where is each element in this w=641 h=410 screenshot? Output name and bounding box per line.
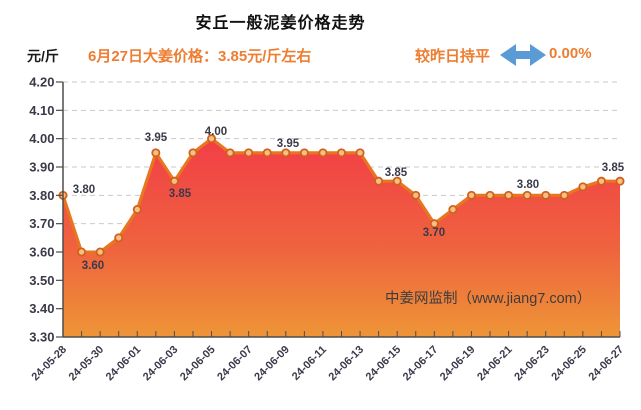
x-axis-label: 24-06-15 (364, 344, 404, 384)
watermark: 中姜网监制（www.jiang7.com） (385, 290, 591, 307)
x-axis-label: 24-06-05 (178, 344, 218, 384)
data-label: 3.85 (385, 167, 408, 179)
left-right-arrow-icon (500, 44, 546, 66)
data-label: 3.85 (169, 188, 192, 200)
y-axis-label: 4.20 (29, 75, 54, 90)
left-right-arrow-shape (500, 44, 546, 66)
x-axis-label: 24-06-07 (215, 344, 255, 384)
data-point-marker (559, 190, 569, 200)
x-axis-label: 24-06-13 (327, 344, 367, 384)
data-label: 3.85 (602, 162, 625, 174)
data-point-marker (355, 148, 365, 158)
data-point-marker (262, 148, 272, 158)
data-label: 3.95 (145, 132, 168, 144)
data-point-marker (299, 148, 309, 158)
data-point-marker (485, 190, 495, 200)
data-point-marker (132, 204, 142, 214)
x-axis-label: 24-06-17 (401, 344, 441, 384)
data-point-marker (374, 176, 384, 186)
data-point-marker (541, 190, 551, 200)
data-point-marker (188, 148, 198, 158)
y-axis-label: 4.00 (29, 131, 54, 146)
data-point-marker (504, 190, 514, 200)
y-axis-label: 3.90 (29, 160, 54, 175)
x-axis-label: 24-06-11 (290, 344, 329, 383)
data-point-marker (466, 190, 476, 200)
y-axis-unit-label: 元/斤 (27, 48, 59, 64)
data-point-marker (596, 176, 606, 186)
data-point-marker (429, 219, 439, 229)
data-label: 3.60 (82, 260, 104, 272)
x-axis-label: 24-05-30 (67, 344, 107, 384)
y-axis-label: 3.30 (29, 330, 54, 345)
data-label: 4.00 (205, 126, 227, 138)
x-axis-label: 24-06-21 (475, 344, 515, 384)
trend-label: 较昨日持平 (415, 48, 491, 65)
data-point-marker (77, 247, 87, 257)
data-label: 3.80 (73, 184, 95, 196)
x-axis-label: 24-06-19 (438, 344, 478, 384)
x-axis-label: 24-06-01 (104, 344, 144, 384)
y-axis-label: 3.80 (29, 188, 54, 203)
y-axis-label: 3.50 (29, 273, 54, 288)
x-axis-label: 24-05-28 (29, 344, 69, 384)
y-axis-label: 3.40 (29, 301, 54, 316)
data-point-marker (169, 176, 179, 186)
data-point-marker (318, 148, 328, 158)
data-point-marker (95, 247, 105, 257)
page-title: 安丘一般泥姜价格走势 (195, 15, 366, 32)
data-point-marker (207, 134, 217, 144)
data-point-marker (578, 182, 588, 192)
data-point-marker (114, 233, 124, 243)
data-point-marker (225, 148, 235, 158)
data-point-marker (244, 148, 254, 158)
x-axis-label: 24-06-03 (141, 344, 181, 384)
data-point-marker (448, 204, 458, 214)
data-label: 3.70 (423, 227, 445, 239)
x-axis-label: 24-06-09 (252, 344, 292, 384)
y-axis-label: 3.60 (29, 245, 54, 260)
data-point-marker (615, 176, 625, 186)
data-point-marker (336, 148, 346, 158)
data-label: 3.80 (517, 179, 539, 191)
data-label: 3.95 (277, 138, 300, 150)
trend-percentage: 0.00% (549, 45, 592, 62)
data-point-marker (281, 148, 291, 158)
data-point-marker (522, 190, 532, 200)
data-point-marker (411, 190, 421, 200)
x-axis-label: 24-06-27 (586, 344, 626, 384)
y-axis-label: 3.70 (29, 216, 54, 231)
data-point-marker (151, 148, 161, 158)
data-point-marker (392, 176, 402, 186)
y-axis-label: 4.10 (29, 103, 54, 118)
x-axis-label: 24-06-23 (512, 344, 552, 384)
x-axis-label: 24-06-25 (549, 344, 589, 384)
price-area (63, 138, 620, 337)
price-summary: 6月27日大姜价格：3.85元/斤左右 (88, 48, 312, 65)
